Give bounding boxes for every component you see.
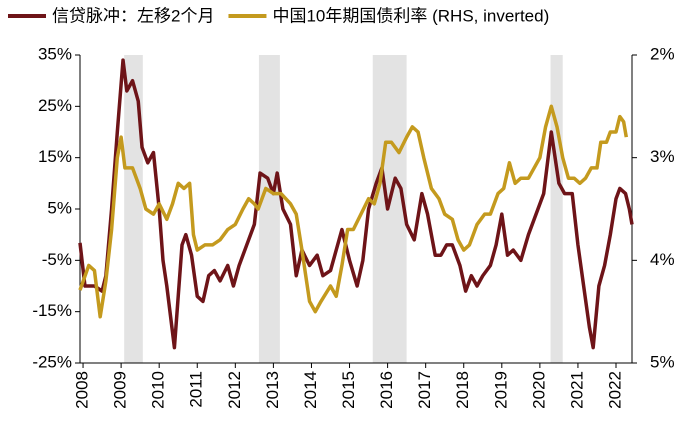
x-tick-label: 2019 — [491, 371, 510, 409]
y2-tick-label: 3% — [650, 147, 675, 166]
y-tick-label: 35% — [38, 44, 72, 63]
shaded-period — [124, 55, 143, 363]
x-tick-label: 2011 — [187, 371, 206, 408]
legend-label: 中国10年期国债利率 (RHS, inverted) — [272, 6, 549, 25]
x-tick-label: 2020 — [529, 371, 548, 409]
x-tick-label: 2016 — [377, 371, 396, 409]
x-tick-label: 2010 — [149, 371, 168, 409]
x-tick-label: 2022 — [605, 371, 624, 409]
x-tick-label: 2012 — [225, 371, 244, 409]
shaded-period — [372, 55, 407, 363]
y-tick-label: -25% — [32, 352, 72, 371]
x-tick-label: 2018 — [453, 371, 472, 409]
y2-tick-label: 2% — [650, 44, 675, 63]
x-tick-label: 2015 — [339, 371, 358, 409]
shaded-period — [258, 55, 280, 363]
y-tick-label: -5% — [42, 250, 72, 269]
y2-tick-label: 5% — [650, 352, 675, 371]
y-tick-label: 5% — [47, 198, 72, 217]
x-tick-label: 2021 — [567, 371, 586, 409]
y2-tick-label: 4% — [650, 250, 675, 269]
x-tick-label: 2008 — [73, 371, 92, 409]
x-tick-label: 2013 — [263, 371, 282, 409]
x-tick-label: 2017 — [415, 371, 434, 409]
data-line — [78, 104, 629, 319]
x-tick-label: 2014 — [301, 371, 320, 409]
y-tick-label: 25% — [38, 96, 72, 115]
y-tick-label: 15% — [38, 147, 72, 166]
y-tick-label: -15% — [32, 301, 72, 320]
x-tick-label: 2009 — [111, 371, 130, 409]
shaded-period — [550, 55, 563, 363]
legend-label: 信贷脉冲：左移2个月 — [52, 6, 214, 25]
data-line — [78, 58, 634, 350]
